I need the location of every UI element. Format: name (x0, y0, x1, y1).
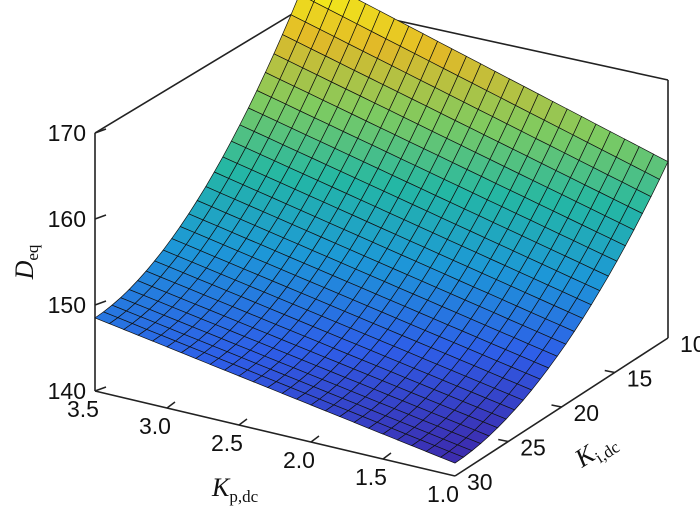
x-tick-label: 1.0 (427, 481, 459, 507)
y-tick-label: 15 (627, 366, 653, 392)
z-tick-mark (94, 300, 107, 306)
y-tick-mark (498, 438, 509, 443)
x-tick-mark (382, 452, 392, 460)
x-tick-label: 2.5 (211, 430, 243, 456)
z-tick-label: 160 (48, 206, 86, 232)
z-tick-label: 150 (48, 292, 86, 318)
top-back-edge (94, 1, 313, 134)
x-tick-mark (166, 401, 176, 409)
z-tick-label: 170 (48, 120, 86, 146)
x-tick-label: 1.5 (355, 464, 387, 490)
z-axis-title: Deq (10, 244, 42, 280)
y-tick-label: 30 (467, 469, 493, 495)
z-tick-mark (94, 386, 107, 392)
x-tick-label: 3.0 (139, 413, 171, 439)
y-tick-label: 10 (680, 331, 700, 357)
z-tick-mark (94, 214, 107, 220)
x-axis-title: Kp,dc (211, 473, 259, 506)
surface-mesh (94, 0, 669, 464)
y-tick-mark (551, 404, 562, 408)
y-tick-label: 25 (520, 435, 546, 461)
x-axis-ticks: 3.5 3.0 2.5 2.0 1.5 1.0 (67, 396, 459, 507)
y-axis-ticks: 10 15 20 25 30 (467, 331, 700, 495)
x-tick-label: 3.5 (67, 396, 99, 422)
x-tick-mark (310, 435, 320, 443)
x-axis-line (94, 390, 456, 477)
x-tick-label: 2.0 (283, 447, 315, 473)
x-tick-mark (238, 418, 248, 426)
z-tick-mark (94, 128, 107, 134)
z-axis-ticks: 170 160 150 140 (48, 120, 107, 404)
z-tick-label: 140 (48, 378, 86, 404)
y-tick-mark (604, 369, 615, 374)
y-tick-label: 20 (574, 400, 600, 426)
y-axis-title: Ki,dc (569, 425, 624, 477)
surface-cell (439, 451, 465, 464)
